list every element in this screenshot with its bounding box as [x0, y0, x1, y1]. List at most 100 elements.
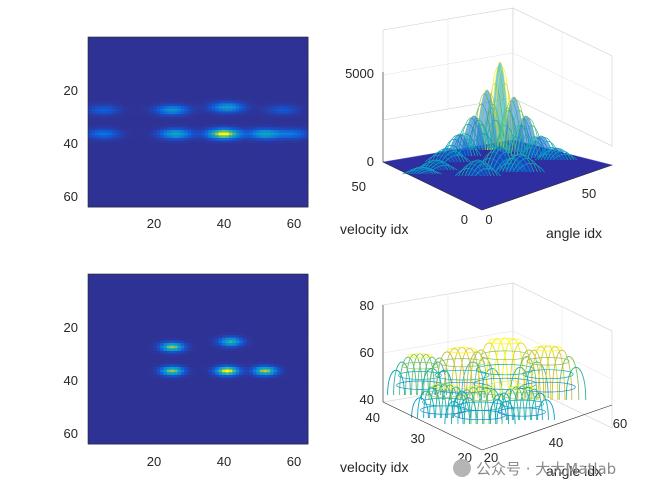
heatmap-cell	[129, 172, 134, 176]
heatmap-cell	[277, 188, 281, 192]
heatmap-cell	[225, 114, 230, 118]
heatmap-cell	[146, 92, 151, 96]
heatmap-cell	[218, 172, 223, 176]
heatmap-cell	[204, 276, 209, 280]
heatmap-cell	[259, 55, 264, 59]
heatmap-cell	[228, 116, 233, 120]
heatmap-cell	[94, 129, 99, 134]
heatmap-cell	[211, 300, 216, 304]
heatmap-cell	[232, 127, 237, 131]
heatmap-cell	[294, 68, 299, 72]
heatmap-cell	[194, 106, 199, 110]
heatmap-cell	[204, 114, 209, 118]
heatmap-cell	[235, 164, 240, 168]
heatmap-cell	[263, 164, 268, 168]
heatmap-cell	[153, 303, 158, 307]
heatmap-cell	[146, 276, 151, 280]
heatmap-cell	[191, 103, 195, 107]
heatmap-cell	[287, 132, 292, 136]
heatmap-cell	[239, 169, 244, 173]
heatmap-cell	[273, 175, 278, 179]
heatmap-cell	[211, 204, 216, 208]
heatmap-cell	[139, 148, 144, 152]
heatmap-cell	[153, 60, 158, 64]
heatmap-cell	[112, 175, 116, 179]
heatmap-cell	[191, 87, 195, 91]
heatmap-cell	[290, 103, 295, 107]
heatmap-cell	[132, 137, 137, 141]
heatmap-cell	[136, 58, 140, 62]
heatmap-cell	[146, 199, 151, 203]
heatmap-cell	[290, 167, 295, 171]
heatmap-cell	[280, 119, 285, 123]
heatmap-cell	[143, 297, 147, 301]
heatmap-cell	[184, 274, 189, 278]
heatmap-cell	[256, 274, 261, 278]
heatmap-cell	[112, 167, 116, 171]
heatmap-cell	[249, 52, 254, 56]
heatmap-cell	[173, 159, 178, 163]
heatmap-cell	[149, 303, 154, 307]
heatmap-cell	[249, 50, 254, 54]
heatmap-cell	[143, 132, 147, 136]
heatmap-cell	[112, 151, 116, 155]
heatmap-cell	[246, 132, 250, 136]
heatmap-cell	[283, 82, 288, 86]
heatmap-cell	[259, 129, 264, 134]
heatmap-cell	[253, 148, 257, 152]
heatmap-cell	[118, 84, 123, 88]
heatmap-cell	[215, 279, 220, 283]
heatmap-cell	[290, 74, 295, 78]
heatmap-cell	[211, 295, 216, 299]
heatmap-cell	[256, 68, 261, 72]
heatmap-cell	[191, 129, 195, 134]
heatmap-cell	[170, 167, 175, 171]
heatmap-cell	[160, 191, 165, 195]
heatmap-cell	[173, 108, 178, 112]
heatmap-cell	[222, 76, 226, 80]
heatmap-cell	[239, 143, 244, 147]
heatmap-cell	[149, 297, 154, 301]
heatmap-cell	[239, 196, 244, 200]
heatmap-cell	[283, 47, 288, 51]
heatmap-cell	[294, 199, 299, 203]
heatmap-cell	[105, 39, 110, 43]
heatmap-cell	[222, 116, 226, 120]
heatmap-cell	[146, 303, 151, 307]
heatmap-cell	[222, 52, 226, 56]
heatmap-cell	[256, 111, 261, 115]
heatmap-cell	[112, 135, 116, 139]
heatmap-cell	[259, 108, 264, 112]
heatmap-cell	[177, 63, 182, 67]
heatmap-cell	[253, 108, 257, 112]
heatmap-cell	[98, 60, 103, 64]
heatmap-cell	[270, 92, 275, 96]
heatmap-cell	[184, 42, 189, 46]
heatmap-cell	[290, 127, 295, 131]
heatmap-cell	[177, 201, 182, 205]
heatmap-cell	[249, 177, 254, 181]
heatmap-cell	[246, 76, 250, 80]
heatmap-cell	[118, 281, 123, 286]
heatmap-cell	[173, 66, 178, 70]
heatmap-cell	[277, 52, 281, 56]
heatmap-cell	[153, 98, 158, 102]
heatmap-cell	[273, 39, 278, 43]
heatmap-cell	[146, 108, 151, 112]
heatmap-cell	[290, 119, 295, 123]
heatmap-cell	[228, 74, 233, 78]
heatmap-cell	[283, 79, 288, 83]
heatmap-cell	[194, 76, 199, 80]
heatmap-cell	[149, 159, 154, 163]
heatmap-cell	[91, 172, 96, 176]
heatmap-cell	[129, 106, 134, 110]
heatmap-cell	[235, 44, 240, 49]
heatmap-cell	[194, 108, 199, 112]
heatmap-cell	[184, 68, 189, 72]
heatmap-cell	[280, 169, 285, 173]
heatmap-cell	[191, 151, 195, 155]
heatmap-cell	[194, 103, 199, 107]
heatmap-cell	[270, 71, 275, 75]
heatmap-cell	[194, 308, 199, 312]
heatmap-cell	[218, 60, 223, 64]
